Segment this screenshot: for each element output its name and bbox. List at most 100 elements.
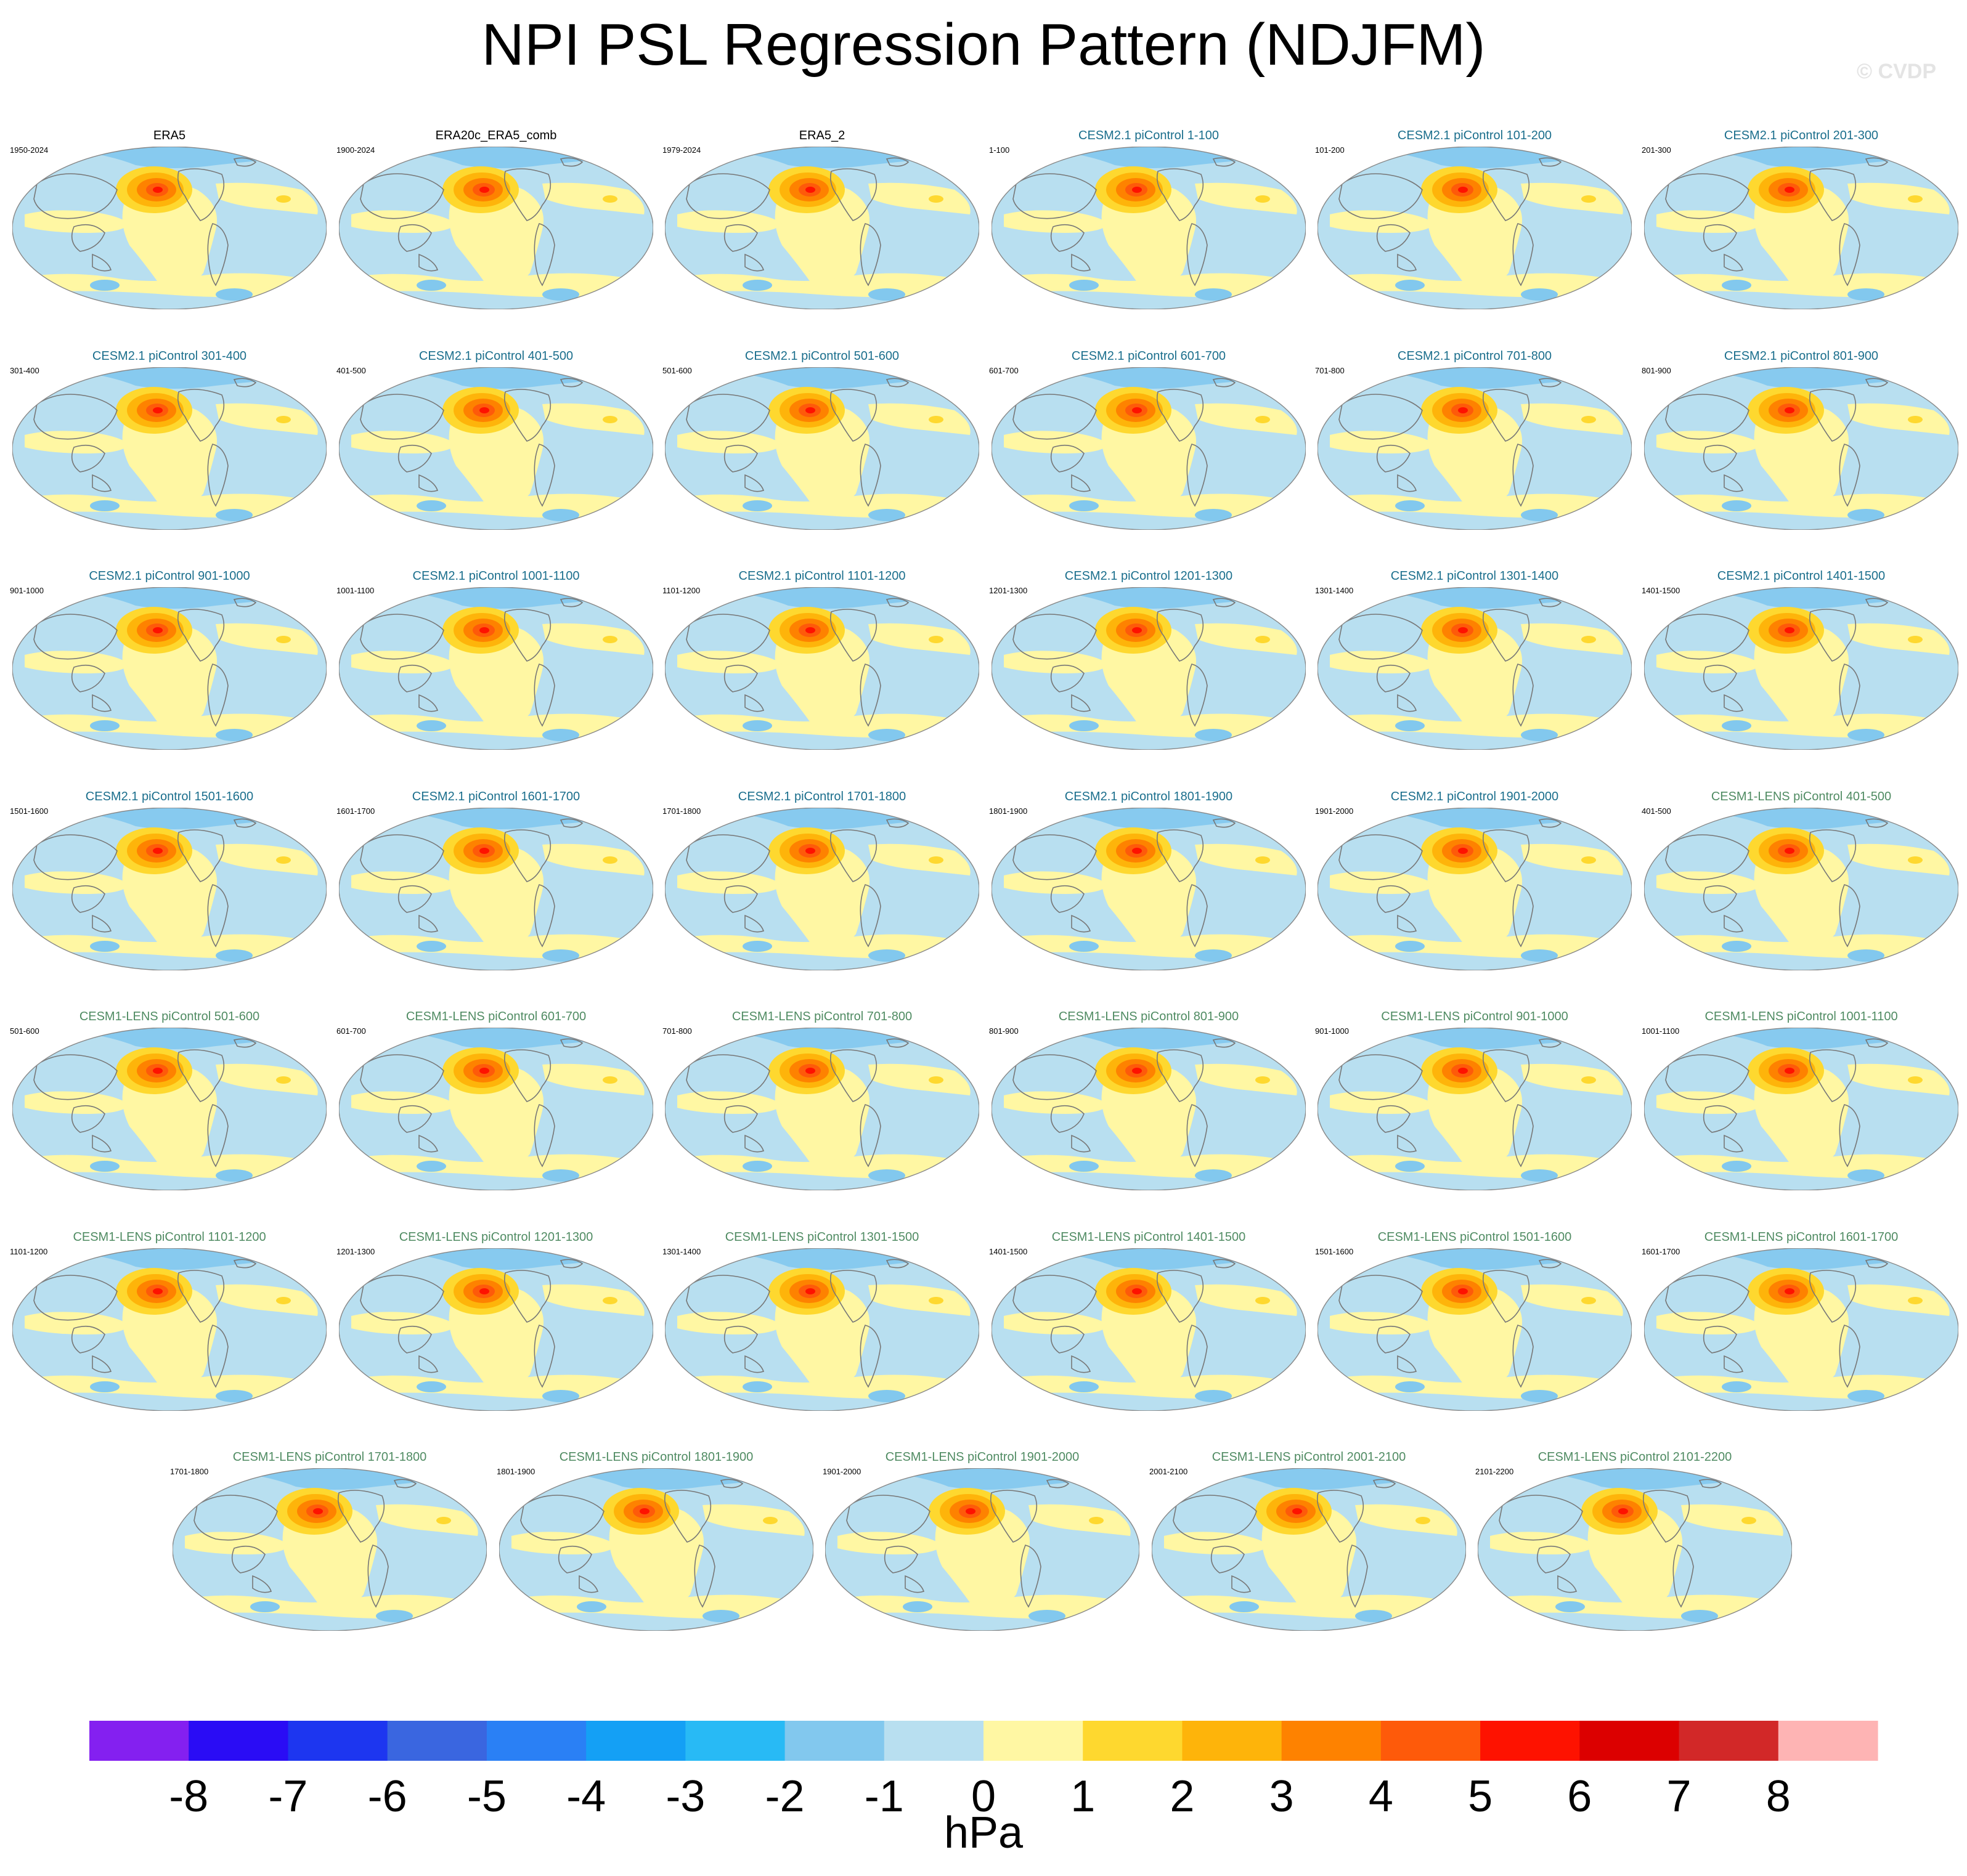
psl-regression-map — [992, 1028, 1306, 1190]
map-panel: 901-1000 CESM2.1 piControl 901-1000 — [6, 569, 333, 766]
panel-title: CESM1-LENS piControl 701-800 — [731, 1010, 913, 1023]
panel-title: CESM2.1 piControl 101-200 — [1397, 129, 1552, 142]
panel-years: 1701-1800 — [662, 806, 701, 816]
panel-title: CESM1-LENS piControl 1701-1800 — [232, 1450, 427, 1464]
map-panel: 901-1000 CESM1-LENS piControl 901-1000 — [1311, 1009, 1638, 1206]
colorbar-swatch — [288, 1721, 388, 1761]
psl-regression-map — [1644, 587, 1958, 750]
panel-title: CESM2.1 piControl 501-600 — [744, 349, 900, 363]
panel-years: 1900-2024 — [336, 145, 375, 155]
panel-years: 701-800 — [1315, 366, 1345, 375]
psl-regression-map — [992, 147, 1306, 309]
map-panel: 1901-2000 CESM2.1 piControl 1901-2000 — [1311, 789, 1638, 986]
panel-title: CESM2.1 piControl 1201-1300 — [1064, 569, 1233, 583]
map-panel: 1701-1800 CESM1-LENS piControl 1701-1800 — [166, 1450, 493, 1647]
panel-title: CESM2.1 piControl 1601-1700 — [412, 790, 580, 803]
psl-regression-map — [1644, 147, 1958, 309]
psl-regression-map — [1317, 367, 1632, 530]
psl-regression-map — [1317, 808, 1632, 970]
panel-years: 1201-1300 — [336, 1247, 375, 1256]
panel-years: 1301-1400 — [662, 1247, 701, 1256]
panel-years: 101-200 — [1315, 145, 1345, 155]
cvdp-watermark: © CVDP — [1857, 60, 1936, 83]
panel-years: 1979-2024 — [662, 145, 701, 155]
panel-years: 1950-2024 — [10, 145, 49, 155]
panel-years: 1701-1800 — [170, 1467, 209, 1476]
panel-years: 701-800 — [662, 1026, 692, 1036]
panel-title: CESM2.1 piControl 801-900 — [1724, 349, 1879, 363]
panel-years: 1101-1200 — [10, 1247, 48, 1256]
panel-title: CESM2.1 piControl 1101-1200 — [738, 569, 906, 583]
map-panel: 2001-2100 CESM1-LENS piControl 2001-2100 — [1146, 1450, 1472, 1647]
map-panel: 601-700 CESM1-LENS piControl 601-700 — [333, 1009, 659, 1206]
psl-regression-map — [1644, 808, 1958, 970]
map-panel: 1801-1900 CESM1-LENS piControl 1801-1900 — [493, 1450, 820, 1647]
panel-years: 501-600 — [662, 366, 692, 375]
panel-years: 801-900 — [1642, 366, 1671, 375]
psl-regression-map — [992, 587, 1306, 750]
map-panel: 1201-1300 CESM2.1 piControl 1201-1300 — [985, 569, 1312, 766]
panel-title: CESM1-LENS piControl 501-600 — [79, 1010, 260, 1023]
colorbar-swatch — [784, 1721, 885, 1761]
psl-regression-map — [12, 1248, 327, 1411]
panel-years: 1901-2000 — [823, 1467, 861, 1476]
panel-title: CESM1-LENS piControl 1901-2000 — [885, 1450, 1080, 1464]
colorbar-swatch — [1281, 1721, 1382, 1761]
panel-years: 301-400 — [10, 366, 39, 375]
colorbar-swatch — [89, 1721, 189, 1761]
colorbar-swatch — [1083, 1721, 1183, 1761]
panel-years: 1901-2000 — [1315, 806, 1354, 816]
map-panel: 1101-1200 CESM2.1 piControl 1101-1200 — [659, 569, 985, 766]
panel-title: CESM2.1 piControl 601-700 — [1071, 349, 1226, 363]
panel-years: 1001-1100 — [1642, 1026, 1680, 1036]
panel-years: 1801-1900 — [989, 806, 1028, 816]
map-panel: 401-500 CESM1-LENS piControl 401-500 — [1638, 789, 1965, 986]
panel-title: CESM1-LENS piControl 1301-1500 — [725, 1230, 919, 1244]
panel-title: CESM1-LENS piControl 1601-1700 — [1704, 1230, 1899, 1244]
panel-years: 1501-1600 — [10, 806, 49, 816]
map-panel: 801-900 CESM2.1 piControl 801-900 — [1638, 349, 1965, 546]
panel-years: 901-1000 — [10, 586, 44, 595]
map-panel: 1301-1400 CESM2.1 piControl 1301-1400 — [1311, 569, 1638, 766]
panel-years: 1501-1600 — [1315, 1247, 1354, 1256]
panel-years: 401-500 — [1642, 806, 1671, 816]
colorbar-swatch — [1679, 1721, 1779, 1761]
psl-regression-map — [339, 587, 653, 750]
panel-title: CESM2.1 piControl 401-500 — [418, 349, 574, 363]
psl-regression-map — [992, 1248, 1306, 1411]
map-panel: 1501-1600 CESM2.1 piControl 1501-1600 — [6, 789, 333, 986]
psl-regression-map — [825, 1468, 1139, 1631]
figure-title: NPI PSL Regression Pattern (NDJFM) — [481, 12, 1486, 78]
map-panel: 1001-1100 CESM1-LENS piControl 1001-1100 — [1638, 1009, 1965, 1206]
colorbar-swatch — [1182, 1721, 1282, 1761]
psl-regression-map — [992, 367, 1306, 530]
panel-years: 1101-1200 — [662, 586, 701, 595]
psl-regression-map — [665, 367, 979, 530]
colorbar-swatch — [884, 1721, 984, 1761]
panel-title: CESM1-LENS piControl 1401-1500 — [1051, 1230, 1246, 1244]
psl-regression-map — [12, 587, 327, 750]
panel-title: CESM2.1 piControl 1901-2000 — [1390, 790, 1559, 803]
panel-years: 401-500 — [336, 366, 366, 375]
psl-regression-map — [992, 808, 1306, 970]
colorbar-swatch — [387, 1721, 487, 1761]
map-panel: 1950-2024 ERA5 — [6, 128, 333, 325]
panel-title: CESM1-LENS piControl 1201-1300 — [399, 1230, 593, 1244]
panel-years: 1001-1100 — [336, 586, 375, 595]
panel-years: 201-300 — [1642, 145, 1671, 155]
psl-regression-map — [665, 1248, 979, 1411]
panel-title: CESM2.1 piControl 301-400 — [92, 349, 247, 363]
panel-title: CESM2.1 piControl 901-1000 — [89, 569, 250, 583]
map-panel: 1201-1300 CESM1-LENS piControl 1201-1300 — [333, 1230, 659, 1427]
panel-years: 1301-1400 — [1315, 586, 1354, 595]
map-panel: 1979-2024 ERA5_2 — [659, 128, 985, 325]
map-panel: 501-600 CESM1-LENS piControl 501-600 — [6, 1009, 333, 1206]
psl-regression-map — [12, 808, 327, 970]
panel-title: CESM2.1 piControl 1401-1500 — [1717, 569, 1886, 583]
psl-regression-map — [339, 367, 653, 530]
map-panel: 1401-1500 CESM2.1 piControl 1401-1500 — [1638, 569, 1965, 766]
map-panel: 1301-1400 CESM1-LENS piControl 1301-1500 — [659, 1230, 985, 1427]
panel-title: ERA20c_ERA5_comb — [435, 129, 557, 142]
panel-years: 1601-1700 — [1642, 1247, 1680, 1256]
map-panel: 1601-1700 CESM2.1 piControl 1601-1700 — [333, 789, 659, 986]
